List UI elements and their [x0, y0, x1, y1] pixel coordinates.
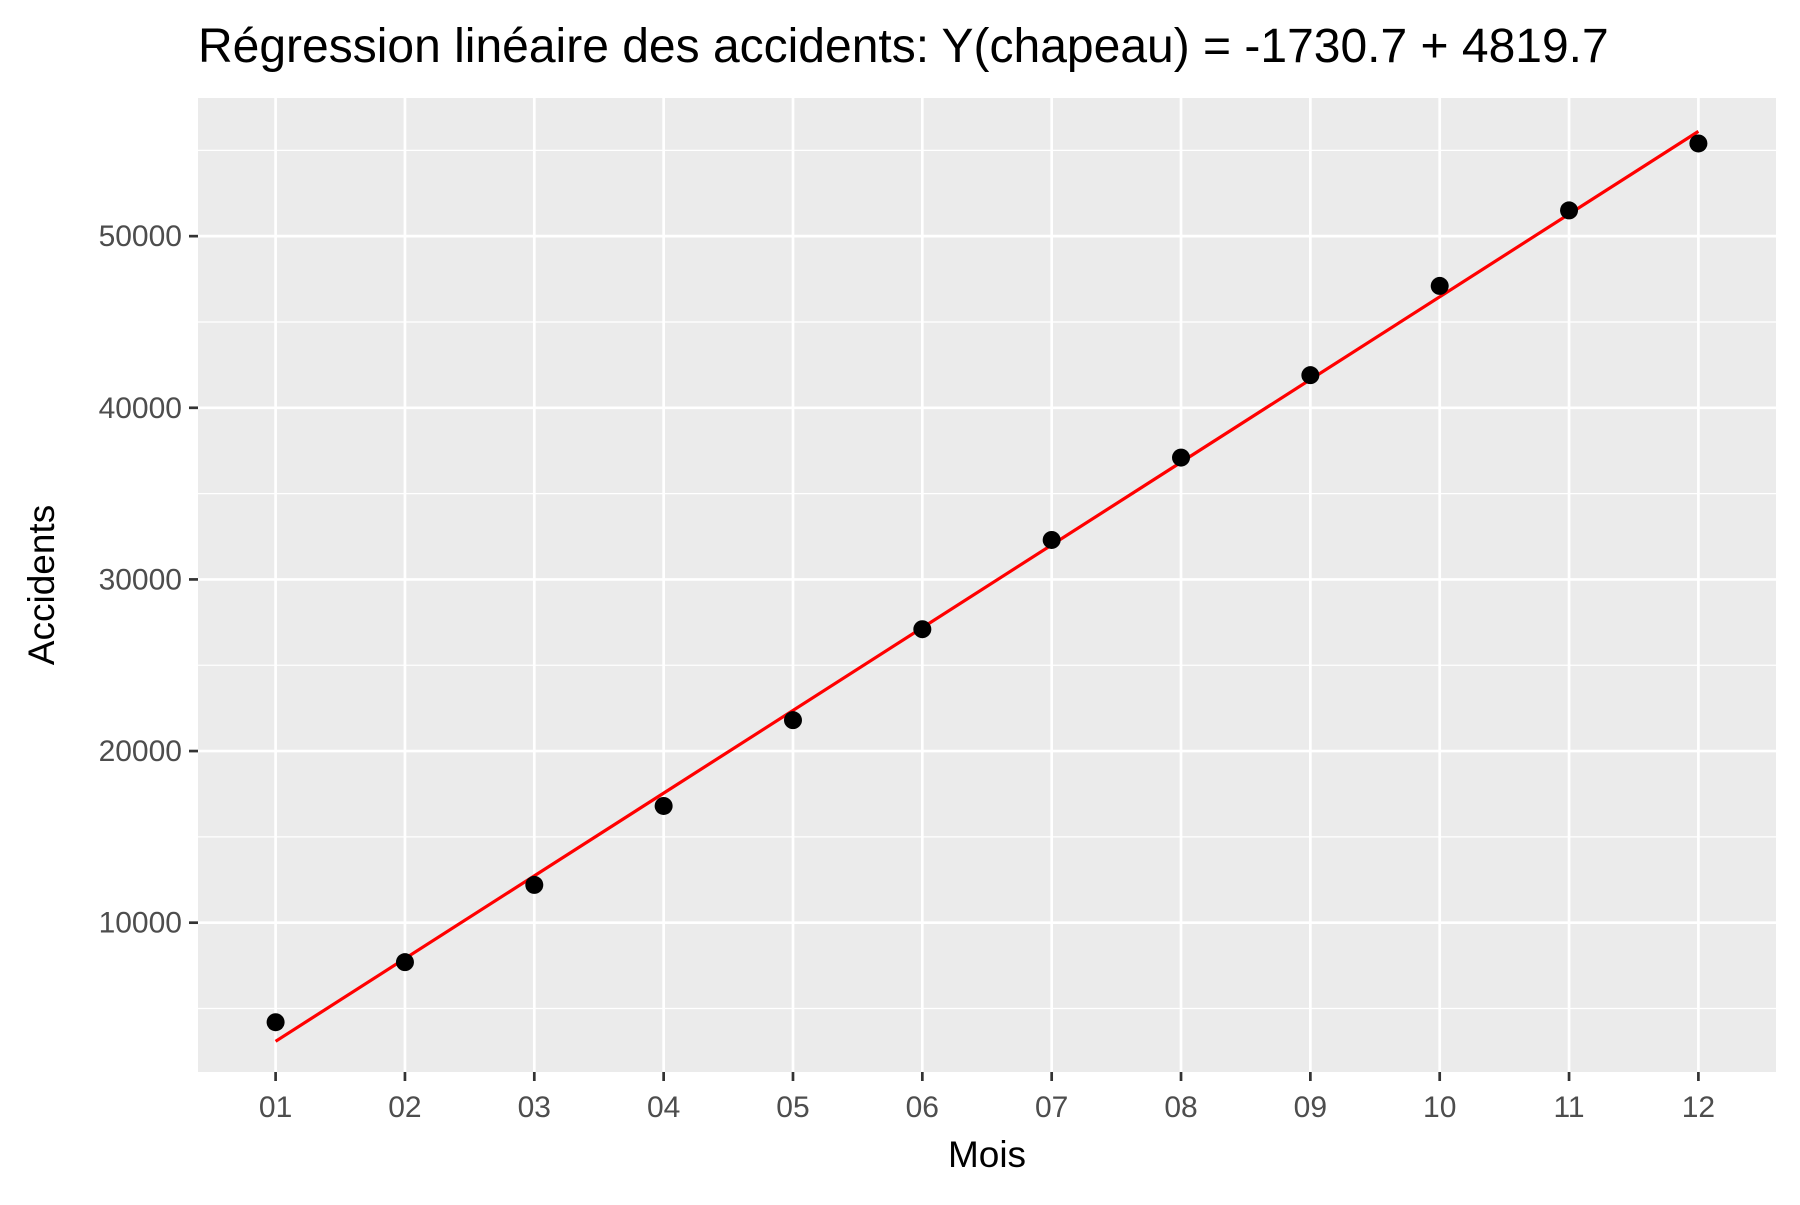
- data-point: [1042, 530, 1061, 549]
- x-tick-label: 09: [1294, 1091, 1327, 1124]
- points-layer: [266, 134, 1708, 1032]
- x-tick-label: 03: [518, 1091, 551, 1124]
- x-axis-title: Mois: [948, 1134, 1026, 1175]
- y-tick-label: 50000: [99, 220, 182, 253]
- data-point: [525, 875, 544, 894]
- x-tick-label: 05: [776, 1091, 809, 1124]
- regression-layer: [274, 130, 1700, 1043]
- y-tick-label: 40000: [99, 392, 182, 425]
- data-point: [913, 620, 932, 639]
- y-axis: 10000 20000 30000 40000 50000: [99, 220, 198, 940]
- x-tick-label: 08: [1164, 1091, 1197, 1124]
- minor-gridlines: [198, 149, 1776, 1010]
- y-tick-label: 30000: [99, 563, 182, 596]
- x-tick-label: 11: [1553, 1091, 1584, 1124]
- y-axis-title: Accidents: [21, 505, 62, 665]
- x-tick-label: 06: [906, 1091, 939, 1124]
- data-point: [1301, 366, 1320, 385]
- regression-line: [274, 130, 1700, 1043]
- data-point: [1430, 276, 1449, 295]
- major-gridlines: [198, 98, 1776, 1072]
- x-tick-label: 02: [388, 1091, 421, 1124]
- chart-title: Régression linéaire des accidents: Y(cha…: [198, 20, 1609, 73]
- x-tick-label: 01: [259, 1091, 292, 1124]
- data-point: [783, 711, 802, 730]
- x-tick-label: 07: [1035, 1091, 1068, 1124]
- data-point: [654, 796, 673, 815]
- x-axis: 01 02 03 04 05 06 07 08 09 10 11 12: [259, 1072, 1715, 1124]
- x-tick-label: 04: [647, 1091, 680, 1124]
- data-point: [1689, 134, 1708, 153]
- x-tick-label: 12: [1682, 1091, 1715, 1124]
- data-point: [266, 1013, 285, 1032]
- x-tick-label: 10: [1423, 1091, 1456, 1124]
- y-tick-label: 10000: [99, 907, 182, 940]
- data-point: [395, 953, 414, 972]
- y-tick-label: 20000: [99, 735, 182, 768]
- data-point: [1560, 201, 1579, 220]
- data-point: [1172, 448, 1191, 467]
